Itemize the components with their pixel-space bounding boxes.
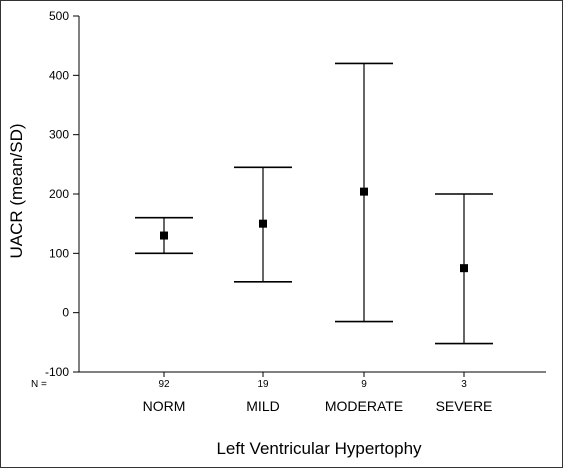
n-value-label: 92: [158, 379, 170, 390]
y-tick-label: 300: [49, 128, 69, 142]
y-tick-label: 100: [49, 246, 69, 260]
n-prefix-label: N =: [31, 379, 47, 390]
y-ticks: 500 400 300 200 100 0 -100: [45, 9, 79, 379]
x-ticks: [164, 372, 464, 377]
category-label: NORM: [143, 398, 186, 414]
category-label: MILD: [246, 398, 279, 414]
n-labels: 92 19 9 3: [158, 379, 467, 390]
y-tick-label: -100: [45, 365, 69, 379]
n-value-label: 3: [461, 379, 467, 390]
mean-point: [460, 264, 468, 272]
y-axis-title: UACR (mean/SD): [7, 123, 26, 258]
category-label: SEVERE: [436, 398, 493, 414]
category-labels: NORM MILD MODERATE SEVERE: [143, 398, 493, 414]
y-tick-label: 0: [62, 306, 69, 320]
mean-point: [259, 220, 267, 228]
x-axis-title: Left Ventricular Hypertophy: [216, 439, 422, 458]
y-tick-label: 200: [49, 187, 69, 201]
error-bar-group: [135, 218, 193, 254]
mean-point: [160, 232, 168, 240]
y-tick-label: 500: [49, 9, 69, 23]
error-bar-group: [234, 167, 292, 282]
n-value-label: 9: [361, 379, 367, 390]
error-bars: [135, 63, 493, 343]
error-bar-group: [435, 194, 493, 344]
y-tick-label: 400: [49, 68, 69, 82]
n-value-label: 19: [257, 379, 269, 390]
error-bar-group: [335, 63, 393, 321]
category-label: MODERATE: [325, 398, 403, 414]
mean-point: [360, 188, 368, 196]
